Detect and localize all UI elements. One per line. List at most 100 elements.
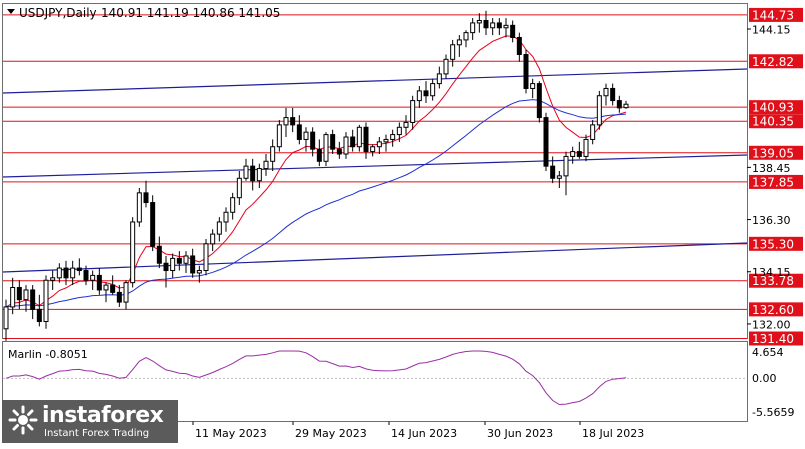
candle-body xyxy=(223,211,229,223)
candle-body xyxy=(550,165,556,179)
logo-tagline: Instant Forex Trading xyxy=(44,428,150,439)
instaforex-logo: instaforex Instant Forex Trading xyxy=(2,400,178,443)
candle-body xyxy=(290,117,296,126)
candle-body xyxy=(56,267,62,279)
x-tick-label: 14 Jun 2023 xyxy=(391,427,457,440)
candle-body xyxy=(403,121,409,128)
y-tick-label: 136.30 xyxy=(752,214,791,227)
candle-body xyxy=(443,58,449,75)
candle-body xyxy=(30,289,36,310)
candle-body xyxy=(36,308,42,323)
candle-body xyxy=(76,267,82,272)
moving-average-fast xyxy=(5,35,627,308)
candle-body xyxy=(390,134,396,140)
candle-body xyxy=(456,39,462,46)
level-label: 140.35 xyxy=(752,115,794,129)
level-label: 135.30 xyxy=(752,237,794,251)
candle-body xyxy=(570,151,576,157)
level-label: 132.60 xyxy=(752,303,794,317)
candle-body xyxy=(83,270,89,281)
level-tag xyxy=(749,273,803,288)
osc-tick-top: 4.654 xyxy=(752,346,784,359)
candle-body xyxy=(370,146,376,153)
candle-body xyxy=(96,274,102,291)
candle-body xyxy=(136,192,142,223)
candle-body xyxy=(170,257,176,272)
candle-body xyxy=(583,138,589,157)
candle-body xyxy=(250,165,256,182)
candle-body xyxy=(510,24,516,38)
candle-body xyxy=(310,131,316,150)
candle-body xyxy=(463,32,469,41)
candle-body xyxy=(356,126,362,148)
candle-body xyxy=(43,279,49,323)
candle-body xyxy=(236,177,242,199)
candle-body xyxy=(416,90,422,102)
candle-body xyxy=(363,126,369,153)
y-tick-label: 132.00 xyxy=(752,318,791,331)
x-tick-label: 18 Jul 2023 xyxy=(582,427,644,440)
candle-body xyxy=(430,83,436,97)
x-tick-label: 11 May 2023 xyxy=(195,427,267,440)
candle-body xyxy=(10,287,16,308)
osc-tick-bottom: -5.5659 xyxy=(752,406,794,419)
level-tag xyxy=(749,7,803,22)
candle-body xyxy=(376,141,382,148)
candle-body xyxy=(123,282,129,303)
candle-body xyxy=(336,148,342,155)
candle-body xyxy=(63,267,69,279)
level-label: 133.78 xyxy=(752,274,794,288)
candle-body xyxy=(110,284,116,293)
candle-body xyxy=(383,138,389,143)
level-tag xyxy=(749,114,803,129)
candle-body xyxy=(516,36,522,55)
candle-body xyxy=(576,151,582,157)
candle-body xyxy=(176,257,182,264)
candle-body xyxy=(103,284,109,291)
osc-tick-zero: 0.00 xyxy=(752,372,777,385)
level-tag xyxy=(749,54,803,69)
candle-body xyxy=(90,274,96,281)
candle-body xyxy=(303,131,309,140)
instaforex-logo-icon xyxy=(8,405,38,435)
candle-body xyxy=(243,165,249,179)
dropdown-arrow-icon[interactable] xyxy=(7,9,15,14)
moving-average-slow xyxy=(5,99,627,308)
candle-body xyxy=(563,155,569,177)
logo-brand: instaforex xyxy=(42,403,164,428)
y-tick-label: 144.15 xyxy=(752,23,791,36)
candle-body xyxy=(263,160,269,170)
oscillator-line xyxy=(5,350,627,406)
candle-body xyxy=(270,146,276,162)
candle-body xyxy=(23,289,29,301)
candle-body xyxy=(543,117,549,167)
candle-body xyxy=(50,277,56,281)
candle-body xyxy=(603,87,609,97)
candle-body xyxy=(190,255,196,274)
candle-body xyxy=(16,287,22,301)
x-tick-label: 29 May 2023 xyxy=(295,427,367,440)
level-label: 142.82 xyxy=(752,55,794,69)
candle-body xyxy=(203,243,209,272)
candle-body xyxy=(536,83,542,119)
candle-body xyxy=(3,306,9,330)
candle-body xyxy=(623,103,629,109)
oscillator-panel xyxy=(2,341,748,422)
candle-body xyxy=(116,291,122,303)
candle-body xyxy=(323,134,329,162)
y-tick-label: 138.45 xyxy=(752,162,791,175)
candle-body xyxy=(396,126,402,136)
candle-body xyxy=(450,44,456,60)
trend-line xyxy=(2,68,748,94)
ohlc-values: 140.91 141.19 140.86 141.05 xyxy=(101,6,280,20)
candle-body xyxy=(616,100,622,109)
candle-body xyxy=(556,175,562,179)
candle-body xyxy=(216,221,222,235)
x-tick-label: 30 Jun 2023 xyxy=(487,427,553,440)
candle-body xyxy=(163,262,169,272)
oscillator-label: Marlin -0.8051 xyxy=(8,348,88,361)
level-tag xyxy=(749,302,803,317)
candle-body xyxy=(343,136,349,155)
